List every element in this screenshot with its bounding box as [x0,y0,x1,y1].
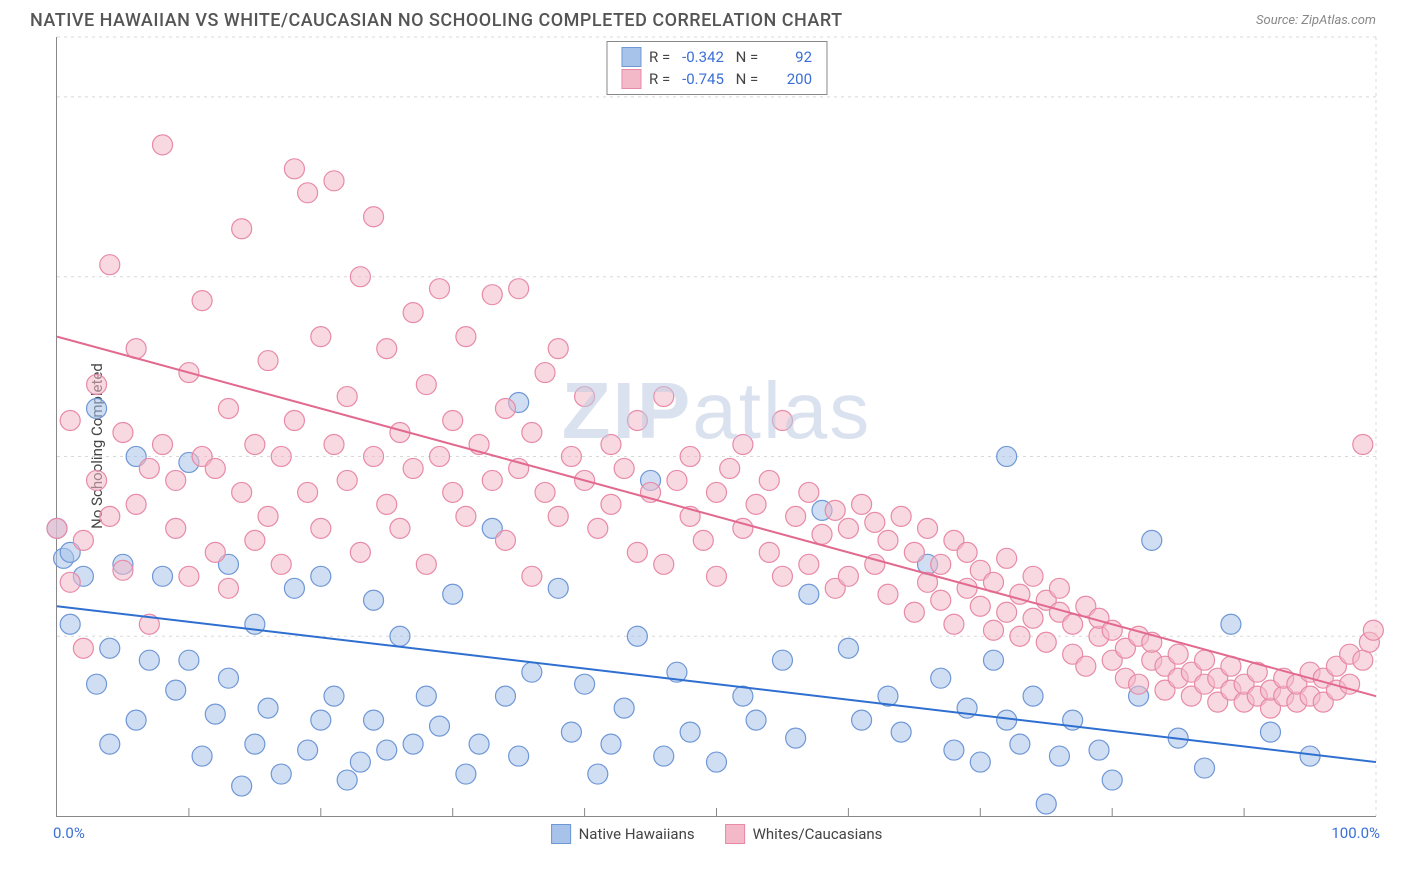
n-value-hawaiians: 92 [762,46,812,68]
swatch-hawaiians-2 [551,824,571,844]
correlation-legend-box: R = -0.342 N = 92 R = -0.745 N = 200 [606,41,827,95]
y-tick-label: 4.5% [1386,267,1406,285]
swatch-whites-2 [725,824,745,844]
legend-item-whites: Whites/Caucasians [725,824,883,844]
y-tick-label: 6.0% [1386,87,1406,105]
series-legend: Native Hawaiians Whites/Caucasians [551,824,883,844]
legend-label-whites: Whites/Caucasians [753,825,883,843]
swatch-whites [621,69,641,89]
source-attribution: Source: ZipAtlas.com [1256,13,1376,28]
scatter-plot-svg [57,37,1376,816]
legend-item-hawaiians: Native Hawaiians [551,824,695,844]
r-value-hawaiians: -0.342 [674,46,724,68]
y-tick-label: 1.5% [1386,626,1406,644]
x-tick-min: 0.0% [53,824,85,842]
r-value-whites: -0.745 [674,68,724,90]
y-tick-label: 3.0% [1386,446,1406,464]
n-value-whites: 200 [762,68,812,90]
x-tick-max: 100.0% [1331,824,1380,842]
legend-label-hawaiians: Native Hawaiians [579,825,695,843]
legend-row-whites: R = -0.745 N = 200 [621,68,812,90]
chart-title: NATIVE HAWAIIAN VS WHITE/CAUCASIAN NO SC… [30,10,843,31]
legend-row-hawaiians: R = -0.342 N = 92 [621,46,812,68]
swatch-hawaiians [621,47,641,67]
chart-area: ZIPatlas R = -0.342 N = 92 R = -0.745 N … [56,37,1376,817]
